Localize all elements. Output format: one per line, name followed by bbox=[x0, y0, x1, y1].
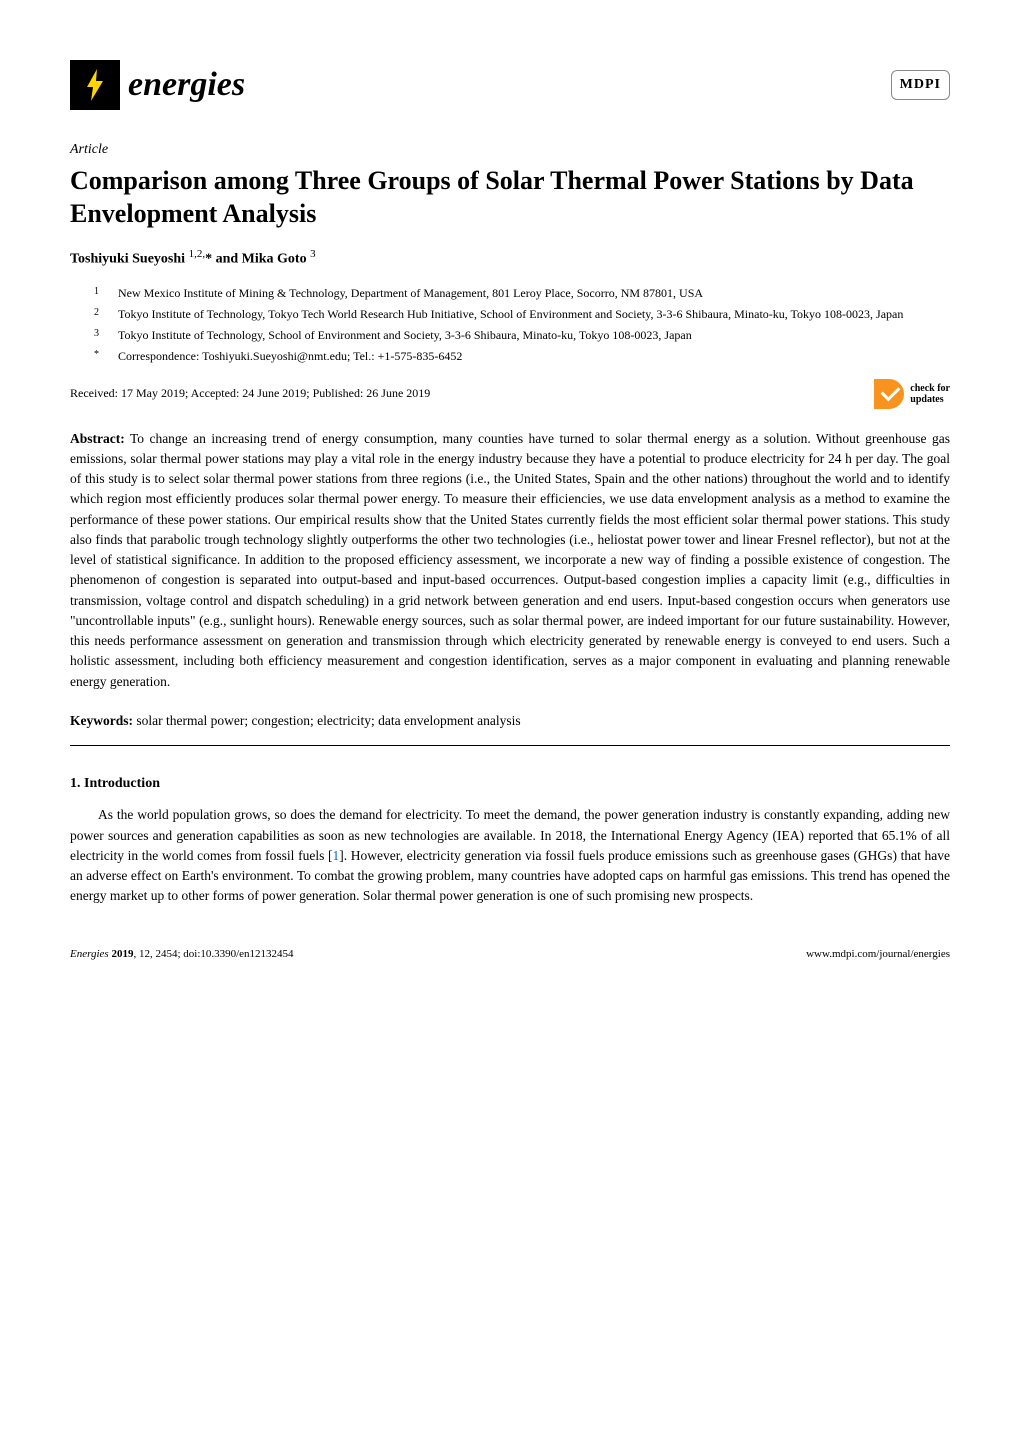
dates-row: Received: 17 May 2019; Accepted: 24 June… bbox=[70, 379, 950, 409]
abstract-label: Abstract: bbox=[70, 431, 125, 446]
affil-num: 3 bbox=[94, 327, 104, 344]
affil-num: 2 bbox=[94, 306, 104, 323]
affil-text: Tokyo Institute of Technology, Tokyo Tec… bbox=[118, 306, 950, 323]
journal-name: energies bbox=[128, 61, 245, 109]
affiliation-row: 3 Tokyo Institute of Technology, School … bbox=[94, 327, 950, 344]
affil-text: New Mexico Institute of Mining & Technol… bbox=[118, 285, 950, 302]
check-updates-text: check for updates bbox=[910, 383, 950, 405]
affiliation-row: 2 Tokyo Institute of Technology, Tokyo T… bbox=[94, 306, 950, 323]
affiliations-block: 1 New Mexico Institute of Mining & Techn… bbox=[94, 285, 950, 364]
affil-num: * bbox=[94, 348, 104, 365]
check-line2: updates bbox=[910, 394, 950, 405]
affil-text: Correspondence: Toshiyuki.Sueyoshi@nmt.e… bbox=[118, 348, 950, 365]
footer-right: www.mdpi.com/journal/energies bbox=[806, 947, 950, 962]
footer-citation: , 12, 2454; doi:10.3390/en12132454 bbox=[133, 948, 293, 960]
abstract-text: To change an increasing trend of energy … bbox=[70, 431, 950, 689]
page-footer: Energies 2019, 12, 2454; doi:10.3390/en1… bbox=[70, 947, 950, 962]
affiliation-row: * Correspondence: Toshiyuki.Sueyoshi@nmt… bbox=[94, 348, 950, 365]
keywords-paragraph: Keywords: solar thermal power; congestio… bbox=[70, 712, 950, 731]
affiliation-row: 1 New Mexico Institute of Mining & Techn… bbox=[94, 285, 950, 302]
section-divider bbox=[70, 745, 950, 746]
footer-journal: Energies bbox=[70, 948, 111, 960]
section-1-heading: 1. Introduction bbox=[70, 774, 950, 794]
intro-paragraph: As the world population grows, so does t… bbox=[70, 805, 950, 906]
authors-and: and Mika Goto bbox=[212, 252, 310, 267]
keywords-text: solar thermal power; congestion; electri… bbox=[133, 713, 521, 728]
authors-line: Toshiyuki Sueyoshi 1,2,* and Mika Goto 3 bbox=[70, 247, 950, 269]
journal-logo: energies bbox=[70, 60, 245, 110]
bolt-icon bbox=[83, 69, 107, 101]
footer-year: 2019 bbox=[111, 948, 133, 960]
author-1-affils: 1,2, bbox=[189, 248, 206, 260]
energies-logo-icon bbox=[70, 60, 120, 110]
mdpi-logo: MDPI bbox=[891, 70, 950, 100]
affil-num: 1 bbox=[94, 285, 104, 302]
check-icon bbox=[874, 379, 904, 409]
footer-left: Energies 2019, 12, 2454; doi:10.3390/en1… bbox=[70, 947, 294, 962]
corresponding-star: * bbox=[205, 252, 212, 267]
author-2-affils: 3 bbox=[310, 248, 316, 260]
abstract-paragraph: Abstract: To change an increasing trend … bbox=[70, 429, 950, 692]
check-updates-badge[interactable]: check for updates bbox=[874, 379, 950, 409]
affil-text: Tokyo Institute of Technology, School of… bbox=[118, 327, 950, 344]
article-title: Comparison among Three Groups of Solar T… bbox=[70, 164, 950, 232]
check-line1: check for bbox=[910, 383, 950, 394]
header-row: energies MDPI bbox=[70, 60, 950, 110]
publication-dates: Received: 17 May 2019; Accepted: 24 June… bbox=[70, 385, 430, 402]
keywords-label: Keywords: bbox=[70, 713, 133, 728]
author-1: Toshiyuki Sueyoshi bbox=[70, 252, 189, 267]
article-type-label: Article bbox=[70, 140, 950, 160]
